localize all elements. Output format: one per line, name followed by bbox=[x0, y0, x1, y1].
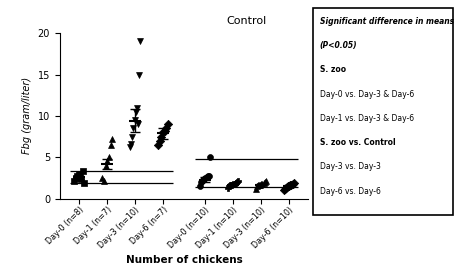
X-axis label: Number of chickens: Number of chickens bbox=[125, 255, 242, 265]
Point bbox=[154, 143, 162, 147]
Point bbox=[283, 185, 290, 189]
Text: Day-0 vs. Day-3 & Day-6: Day-0 vs. Day-3 & Day-6 bbox=[319, 89, 413, 99]
Point bbox=[284, 184, 291, 189]
Text: S. zoo: S. zoo bbox=[319, 65, 345, 74]
Point bbox=[198, 178, 205, 183]
Point bbox=[262, 179, 269, 184]
Point bbox=[78, 177, 85, 181]
Point bbox=[71, 178, 78, 183]
Point bbox=[73, 173, 81, 178]
Point bbox=[196, 184, 203, 189]
Point bbox=[229, 182, 236, 186]
Point bbox=[132, 110, 139, 114]
Point bbox=[206, 155, 213, 160]
Point bbox=[136, 39, 144, 44]
Point bbox=[133, 105, 140, 110]
Point bbox=[102, 163, 109, 168]
Point bbox=[281, 186, 289, 190]
Point bbox=[280, 188, 287, 193]
Point bbox=[197, 180, 204, 184]
Point bbox=[200, 177, 207, 181]
Point bbox=[287, 182, 295, 187]
Text: S. zoo vs. Control: S. zoo vs. Control bbox=[319, 138, 395, 147]
Point bbox=[129, 126, 137, 131]
Point bbox=[233, 180, 240, 184]
Point bbox=[224, 186, 231, 190]
Point bbox=[260, 180, 268, 184]
Point bbox=[252, 184, 260, 189]
Point bbox=[75, 172, 82, 176]
Point bbox=[157, 134, 165, 139]
Point bbox=[257, 182, 264, 186]
Point bbox=[227, 182, 235, 187]
Point bbox=[202, 176, 209, 180]
Point bbox=[256, 182, 263, 187]
Point bbox=[106, 143, 114, 147]
Point bbox=[228, 182, 235, 187]
Point bbox=[135, 72, 142, 77]
Point bbox=[225, 184, 232, 189]
Point bbox=[205, 173, 212, 178]
Point bbox=[103, 159, 111, 164]
Point bbox=[72, 176, 79, 180]
Point bbox=[134, 122, 141, 126]
Point bbox=[100, 178, 107, 183]
Text: Control: Control bbox=[226, 17, 266, 26]
Point bbox=[164, 122, 171, 126]
Text: Significant difference in means: Significant difference in means bbox=[319, 17, 453, 26]
Point bbox=[230, 182, 238, 186]
Point bbox=[105, 155, 112, 160]
Point bbox=[108, 137, 116, 141]
Point bbox=[259, 181, 267, 185]
Text: Day-3 vs. Day-3: Day-3 vs. Day-3 bbox=[319, 163, 380, 171]
Point bbox=[234, 179, 241, 184]
Point bbox=[129, 134, 136, 139]
Y-axis label: Fbg (gram/liter): Fbg (gram/liter) bbox=[22, 77, 32, 155]
Text: S. zoo: S. zoo bbox=[414, 17, 448, 26]
Point bbox=[79, 168, 86, 173]
Point bbox=[98, 176, 106, 180]
Text: (P<0.05): (P<0.05) bbox=[319, 41, 357, 50]
Point bbox=[204, 174, 211, 179]
Point bbox=[258, 182, 265, 186]
Point bbox=[131, 118, 138, 122]
Point bbox=[156, 139, 163, 143]
Point bbox=[288, 182, 296, 186]
FancyBboxPatch shape bbox=[312, 8, 452, 215]
Point bbox=[255, 182, 262, 187]
Point bbox=[280, 187, 288, 191]
Point bbox=[159, 130, 166, 135]
Point bbox=[80, 181, 88, 185]
Point bbox=[127, 142, 134, 146]
Point bbox=[226, 183, 233, 188]
Point bbox=[289, 181, 297, 185]
Point bbox=[76, 175, 84, 179]
Point bbox=[254, 183, 261, 188]
Point bbox=[286, 183, 293, 188]
Text: Day-6 vs. Day-6: Day-6 vs. Day-6 bbox=[319, 187, 380, 196]
Point bbox=[202, 175, 210, 179]
Point bbox=[199, 177, 207, 182]
Point bbox=[285, 184, 292, 189]
Text: Day-1 vs. Day-3 & Day-6: Day-1 vs. Day-3 & Day-6 bbox=[319, 114, 413, 123]
Point bbox=[231, 181, 239, 185]
Point bbox=[161, 129, 168, 133]
Point bbox=[126, 144, 134, 149]
Point bbox=[252, 187, 259, 191]
Point bbox=[162, 126, 170, 131]
